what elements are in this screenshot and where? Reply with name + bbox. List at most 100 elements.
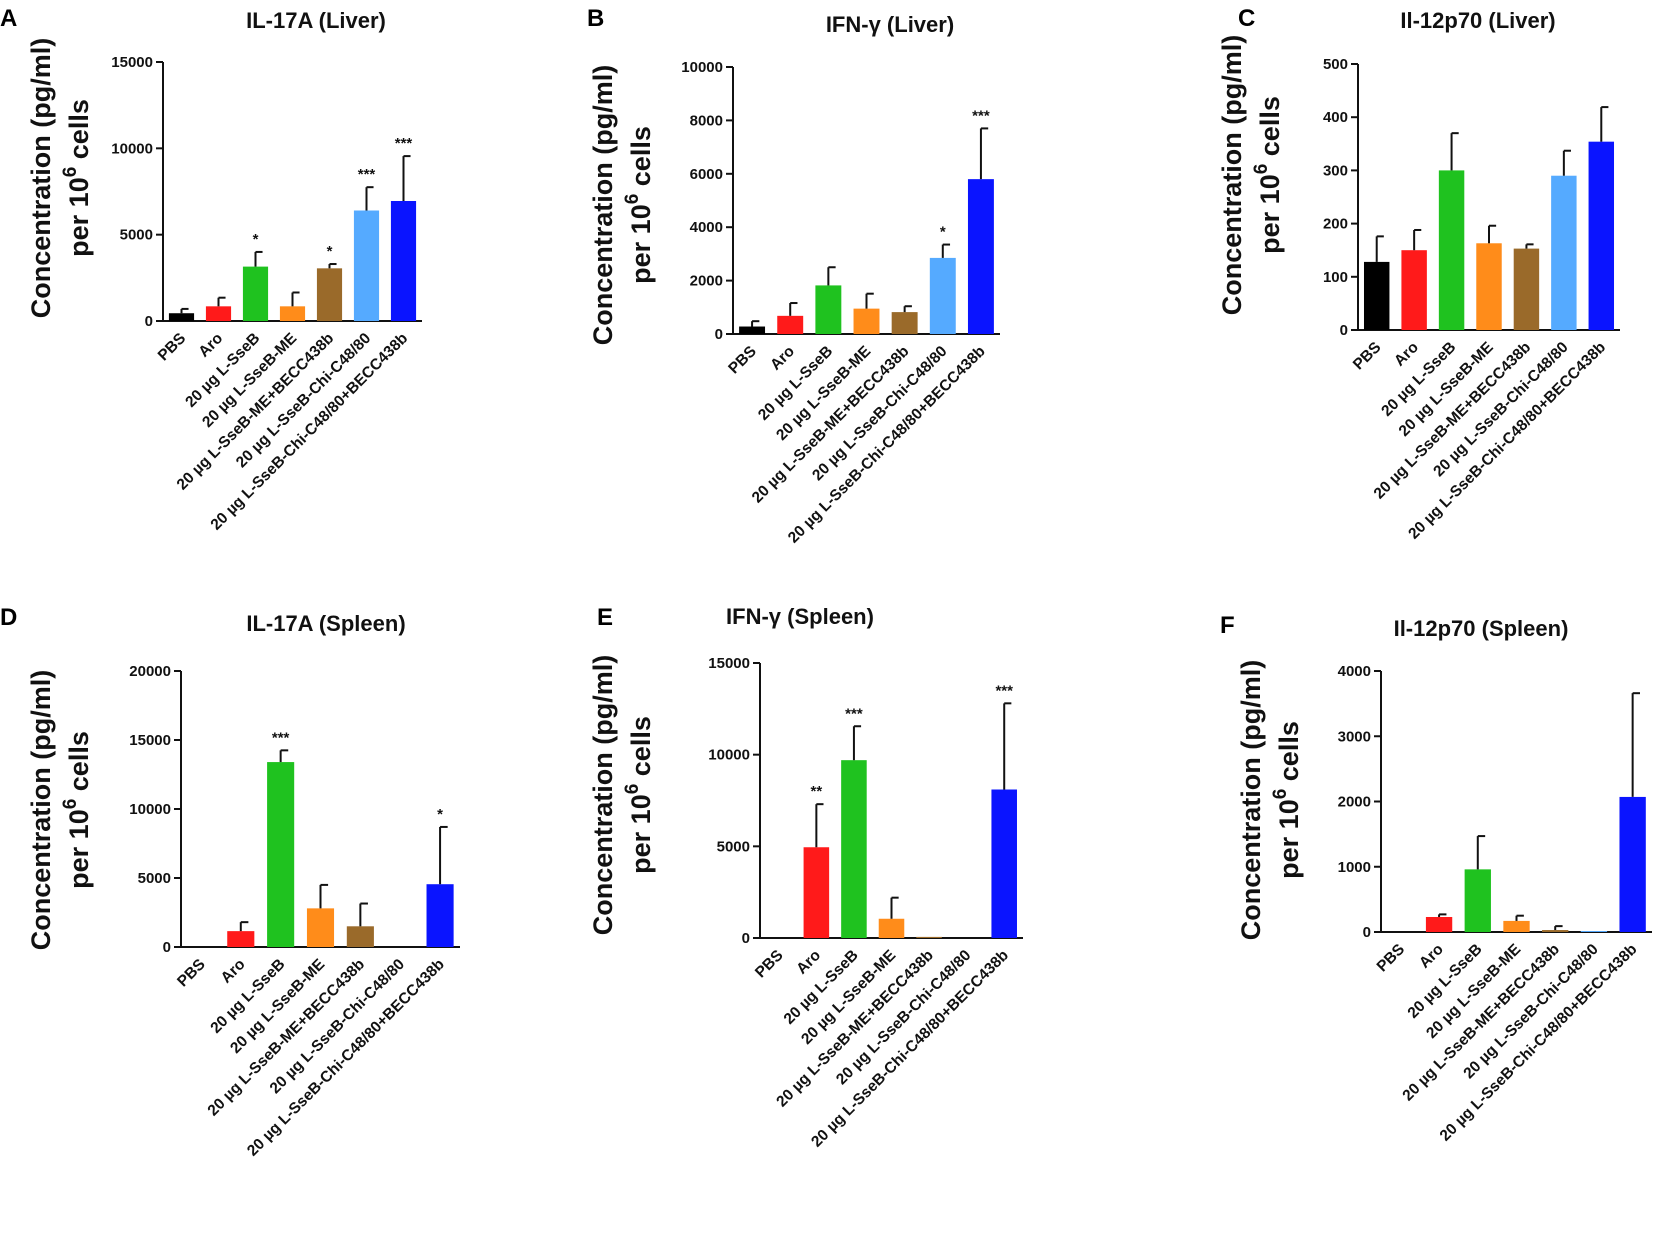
category-label: PBS xyxy=(1350,339,1385,374)
significance-marker: *** xyxy=(358,166,376,183)
bar-6 xyxy=(353,210,380,321)
bar-2 xyxy=(777,315,804,334)
category-label: PBS xyxy=(752,947,787,982)
bar-6 xyxy=(1580,931,1608,932)
bar-4 xyxy=(1503,920,1530,932)
y-tick-label: 4000 xyxy=(1338,663,1371,680)
bar-5 xyxy=(1542,930,1569,932)
y-tick-label: 10000 xyxy=(681,59,723,76)
bar-5 xyxy=(1513,248,1540,330)
category-label: Aro xyxy=(767,343,798,374)
y-tick-label: 400 xyxy=(1323,109,1348,126)
bar-3 xyxy=(815,285,842,334)
significance-marker: *** xyxy=(845,705,863,722)
panel-f: F Il-12p70 (Spleen) Concentration (pg/ml) p… xyxy=(1220,612,1652,1145)
chart-title: IL-17A (Liver) xyxy=(246,8,386,33)
panel-d: D IL-17A (Spleen) Concentration (pg/ml) per… xyxy=(0,604,460,1160)
y-tick-label: 5000 xyxy=(717,838,750,855)
y-axis-label: Concentration (pg/ml) per 106 cells xyxy=(1217,35,1285,315)
bar-2 xyxy=(803,847,830,938)
bar-7 xyxy=(426,884,454,947)
y-tick-label: 0 xyxy=(715,326,723,343)
y-tick-label: 200 xyxy=(1323,216,1348,233)
bar-2 xyxy=(205,306,232,321)
significance-marker: * xyxy=(940,224,946,241)
bar-5 xyxy=(891,312,918,334)
bar-7 xyxy=(1619,796,1646,932)
y-tick-label: 10000 xyxy=(111,140,153,157)
bar-7 xyxy=(390,200,417,321)
bar-3 xyxy=(267,762,295,947)
bar-3 xyxy=(1464,869,1491,932)
y-tick-label: 3000 xyxy=(1338,728,1371,745)
significance-marker: *** xyxy=(272,729,290,746)
bar-3 xyxy=(841,760,867,938)
panel-letter: A xyxy=(0,5,17,32)
bar-5 xyxy=(346,926,374,947)
y-tick-label: 2000 xyxy=(1338,794,1371,811)
bar-2 xyxy=(227,931,255,947)
y-tick-label: 5000 xyxy=(138,870,171,887)
y-tick-label: 300 xyxy=(1323,162,1348,179)
significance-marker: ** xyxy=(811,783,823,800)
y-tick-label: 6000 xyxy=(690,166,723,183)
bar-2 xyxy=(1425,916,1453,932)
y-tick-label: 20000 xyxy=(129,663,171,680)
bar-4 xyxy=(306,908,335,947)
significance-marker: * xyxy=(253,231,259,248)
bar-5 xyxy=(316,268,343,321)
bar-3 xyxy=(1438,170,1465,330)
panel-letter: E xyxy=(597,604,613,631)
bar-1 xyxy=(168,313,195,321)
y-tick-label: 0 xyxy=(1363,924,1371,941)
chart-title: IL-17A (Spleen) xyxy=(246,611,405,636)
bar-7 xyxy=(991,789,1017,938)
chart-title: IFN-γ (Liver) xyxy=(826,12,954,37)
panel-e: E IFN-γ (Spleen) Concentration (pg/ml) per … xyxy=(588,604,1023,1151)
chart-title: Il-12p70 (Liver) xyxy=(1400,8,1555,33)
y-tick-label: 15000 xyxy=(708,655,750,672)
panel-b: B IFN-γ (Liver) Concentration (pg/ml) per 1… xyxy=(587,5,1000,547)
panel-a: A IL-17A (Liver) Concentration (pg/ml) per … xyxy=(0,5,422,534)
bar-4 xyxy=(878,918,905,938)
panel-letter: D xyxy=(0,604,17,631)
panel-letter: C xyxy=(1238,5,1255,32)
y-tick-label: 4000 xyxy=(690,219,723,236)
bar-4 xyxy=(853,308,880,334)
bar-3 xyxy=(242,266,269,321)
bar-1 xyxy=(739,326,766,334)
y-tick-label: 0 xyxy=(1340,322,1348,339)
y-tick-label: 0 xyxy=(145,313,153,330)
category-label: Aro xyxy=(218,956,249,987)
significance-marker: *** xyxy=(395,135,413,152)
panel-letter: B xyxy=(587,5,604,32)
category-label: Aro xyxy=(1416,941,1447,972)
bar-4 xyxy=(1476,243,1502,330)
bar-7 xyxy=(1588,141,1615,330)
category-label: PBS xyxy=(155,330,190,365)
category-label: Aro xyxy=(793,947,824,978)
y-tick-label: 15000 xyxy=(111,54,153,71)
bar-6 xyxy=(929,257,956,334)
bar-2 xyxy=(1401,250,1427,330)
category-label: 20 µg L-SseB-ME+BECC438b xyxy=(174,330,338,494)
bar-1 xyxy=(1363,261,1390,330)
y-axis-label: Concentration (pg/ml) per 106 cells xyxy=(588,655,656,935)
category-label: PBS xyxy=(174,956,209,991)
y-axis-label: Concentration (pg/ml) per 106 cells xyxy=(26,670,94,950)
y-axis-label: Concentration (pg/ml) per 106 cells xyxy=(588,65,656,345)
y-tick-label: 5000 xyxy=(120,227,153,244)
bar-4 xyxy=(279,306,306,321)
category-label: PBS xyxy=(725,343,760,378)
y-axis-label: Concentration (pg/ml) per 106 cells xyxy=(1236,660,1304,940)
y-tick-label: 15000 xyxy=(129,732,171,749)
category-label: PBS xyxy=(1374,941,1409,976)
y-tick-label: 100 xyxy=(1323,269,1348,286)
significance-marker: *** xyxy=(995,682,1013,699)
category-label: Aro xyxy=(1391,339,1422,370)
bar-5 xyxy=(916,936,942,938)
y-tick-label: 0 xyxy=(742,930,750,947)
y-tick-label: 8000 xyxy=(690,112,723,129)
significance-marker: * xyxy=(327,243,333,260)
